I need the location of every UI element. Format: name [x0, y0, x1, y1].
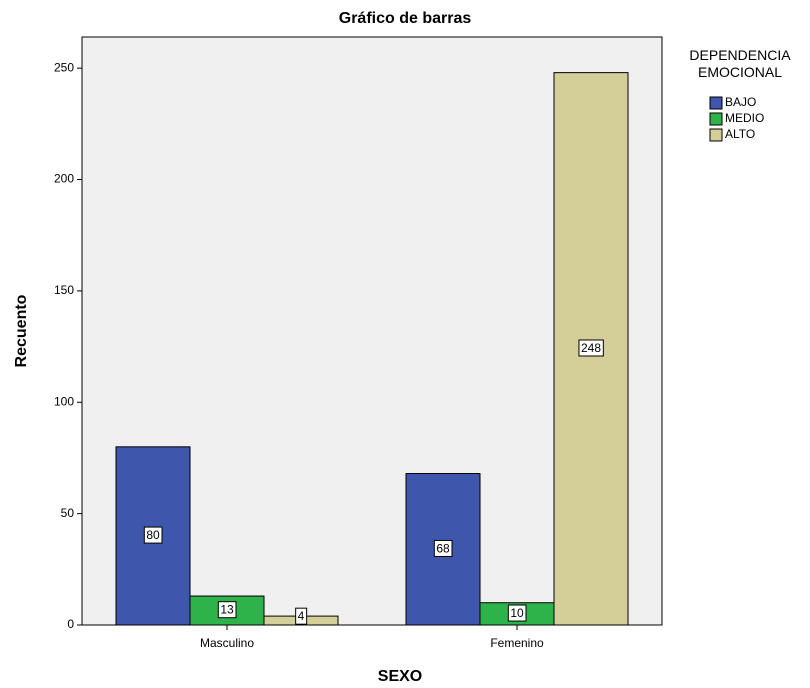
value-label-text: 80 — [146, 528, 160, 542]
value-label-box — [217, 601, 237, 619]
value-label-box — [295, 607, 308, 625]
value-label-text: 13 — [220, 603, 234, 617]
x-axis-label: SEXO — [378, 668, 422, 685]
chart-title: Gráfico de barras — [339, 10, 472, 27]
y-tick-label: 50 — [61, 506, 75, 520]
value-label-text: 248 — [581, 341, 601, 355]
legend-swatch — [709, 128, 723, 142]
value-label: 13 — [217, 601, 237, 619]
legend-label: BAJO — [725, 95, 756, 109]
y-tick-label: 150 — [54, 283, 74, 297]
value-label-text: 4 — [298, 609, 305, 623]
value-label: 4 — [295, 607, 308, 625]
x-tick-label: Femenino — [490, 636, 544, 650]
y-tick-label: 100 — [54, 394, 74, 408]
y-axis-label: Recuento — [13, 294, 30, 367]
legend-title: DEPENDENCIA EMOCIONAL — [689, 47, 791, 80]
x-tick-label: Masculino — [200, 636, 254, 650]
value-label: 248 — [578, 339, 604, 357]
y-tick-label: 250 — [54, 60, 74, 74]
value-label: 80 — [143, 526, 163, 544]
y-tick-label: 200 — [54, 172, 74, 186]
value-label-box — [143, 526, 163, 544]
legend-label: ALTO — [725, 127, 755, 141]
value-label-box — [507, 604, 527, 622]
legend-swatch — [709, 96, 723, 110]
value-label-box — [433, 539, 453, 557]
value-label-text: 10 — [510, 606, 524, 620]
legend-swatch — [709, 112, 723, 126]
bar — [405, 473, 481, 626]
value-label-box — [578, 339, 604, 357]
legend-label: MEDIO — [725, 111, 764, 125]
value-label: 68 — [433, 539, 453, 557]
value-label: 10 — [507, 604, 527, 622]
y-tick-label: 0 — [67, 617, 74, 631]
value-label-text: 68 — [436, 541, 450, 555]
